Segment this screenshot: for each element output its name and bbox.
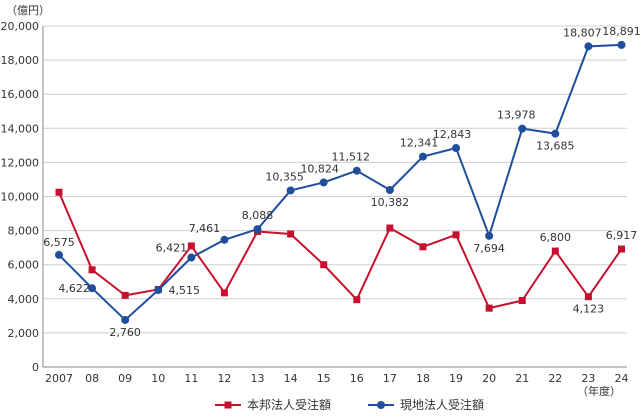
data-point (418, 152, 427, 161)
y-tick-label: 2,000 (8, 327, 40, 340)
x-tick-label: 17 (383, 372, 397, 385)
data-label: 4,123 (573, 303, 605, 316)
data-label: 12,341 (400, 137, 439, 150)
data-label: 4,622 (58, 282, 90, 295)
data-point (551, 247, 559, 255)
y-tick-label: 18,000 (1, 54, 40, 67)
data-label: 7,461 (189, 222, 221, 235)
data-label: 6,800 (540, 231, 572, 244)
data-point (187, 253, 196, 262)
data-label: 6,421 (156, 242, 188, 255)
x-tick-label: 2007 (45, 372, 73, 385)
data-label: 6,575 (43, 236, 75, 249)
data-label: 8,088 (242, 209, 274, 222)
data-point (353, 296, 361, 304)
data-point (220, 235, 229, 244)
x-tick-label: 10 (151, 372, 165, 385)
series (55, 40, 626, 324)
data-label: 7,694 (473, 242, 505, 255)
x-tick-label: 23 (581, 372, 595, 385)
data-point (319, 178, 328, 187)
data-point (88, 284, 97, 293)
y-unit-label: （億円） (6, 4, 50, 17)
data-point (485, 304, 493, 312)
x-tick-label: 11 (184, 372, 198, 385)
data-label: 11,512 (332, 151, 371, 164)
data-point (617, 40, 626, 49)
grid (43, 25, 627, 334)
data-label: 12,843 (433, 128, 472, 141)
x-tick-label: 24 (614, 372, 628, 385)
x-tick-label: 18 (416, 372, 430, 385)
data-label: 2,760 (109, 326, 141, 339)
data-point (187, 242, 195, 250)
data-point (518, 124, 527, 133)
legend: 本邦法人受注額 現地法人受注額 (215, 397, 484, 412)
x-unit-label: （年度） (577, 384, 621, 398)
data-point (551, 129, 560, 138)
y-tick-label: 8,000 (8, 225, 40, 238)
data-point (419, 243, 427, 251)
data-point (452, 231, 460, 239)
x-tick-label: 21 (515, 372, 529, 385)
x-tick-label: 19 (449, 372, 463, 385)
x-tick-label: 13 (251, 372, 265, 385)
data-label: 10,355 (265, 170, 304, 183)
x-tick-label: 08 (85, 372, 99, 385)
x-tick-label: 15 (317, 372, 331, 385)
data-point (253, 225, 262, 234)
y-tick-label: 20,000 (1, 20, 40, 33)
data-point (584, 293, 592, 301)
data-point (287, 230, 295, 238)
y-tick-label: 4,000 (8, 293, 40, 306)
data-point (154, 286, 163, 295)
y-tick-label: 10,000 (1, 191, 40, 204)
data-label: 13,978 (497, 109, 536, 122)
legend-label: 本邦法人受注額 (247, 397, 331, 412)
legend-marker (224, 401, 232, 409)
series-line (58, 191, 623, 310)
x-tick-label: 22 (548, 372, 562, 385)
data-point (352, 166, 361, 175)
x-tick-label: 20 (482, 372, 496, 385)
data-label: 13,685 (536, 140, 575, 153)
data-label: 10,824 (300, 162, 339, 175)
legend-marker (377, 401, 385, 409)
data-label: 18,807 (563, 26, 602, 39)
data-point (386, 224, 394, 232)
data-point (121, 315, 130, 324)
data-label: 4,515 (169, 284, 201, 297)
y-tick-label: 6,000 (8, 259, 40, 272)
y-tick-label: 16,000 (1, 88, 40, 101)
data-point (220, 289, 228, 297)
data-point (518, 297, 526, 305)
x-tick-label: 16 (350, 372, 364, 385)
data-point (452, 144, 461, 153)
data-point (617, 245, 625, 253)
data-point (286, 186, 295, 195)
x-tick-label: 14 (284, 372, 298, 385)
data-point (55, 250, 63, 259)
data-point (121, 291, 129, 299)
data-point (320, 261, 328, 269)
data-label: 6,917 (606, 229, 638, 242)
data-label: 18,891 (602, 25, 640, 38)
data-point (55, 188, 63, 196)
data-label: 10,382 (371, 196, 410, 209)
series-line (58, 43, 622, 321)
data-point (88, 266, 96, 274)
legend-label: 現地法人受注額 (400, 397, 484, 412)
y-tick-label: 0 (32, 361, 39, 374)
data-point (485, 231, 494, 240)
data-point (385, 185, 394, 194)
x-tick-label: 09 (118, 372, 132, 385)
y-tick-label: 14,000 (1, 122, 40, 135)
axes: 0 2,000 4,000 6,000 8,000 10,000 12,000 14,000 1… (1, 20, 629, 385)
data-point (584, 42, 593, 51)
y-tick-label: 12,000 (1, 156, 40, 169)
x-tick-label: 12 (217, 372, 231, 385)
